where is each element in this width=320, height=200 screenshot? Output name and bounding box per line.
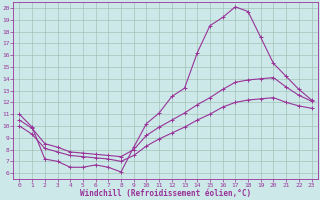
X-axis label: Windchill (Refroidissement éolien,°C): Windchill (Refroidissement éolien,°C) bbox=[80, 189, 251, 198]
